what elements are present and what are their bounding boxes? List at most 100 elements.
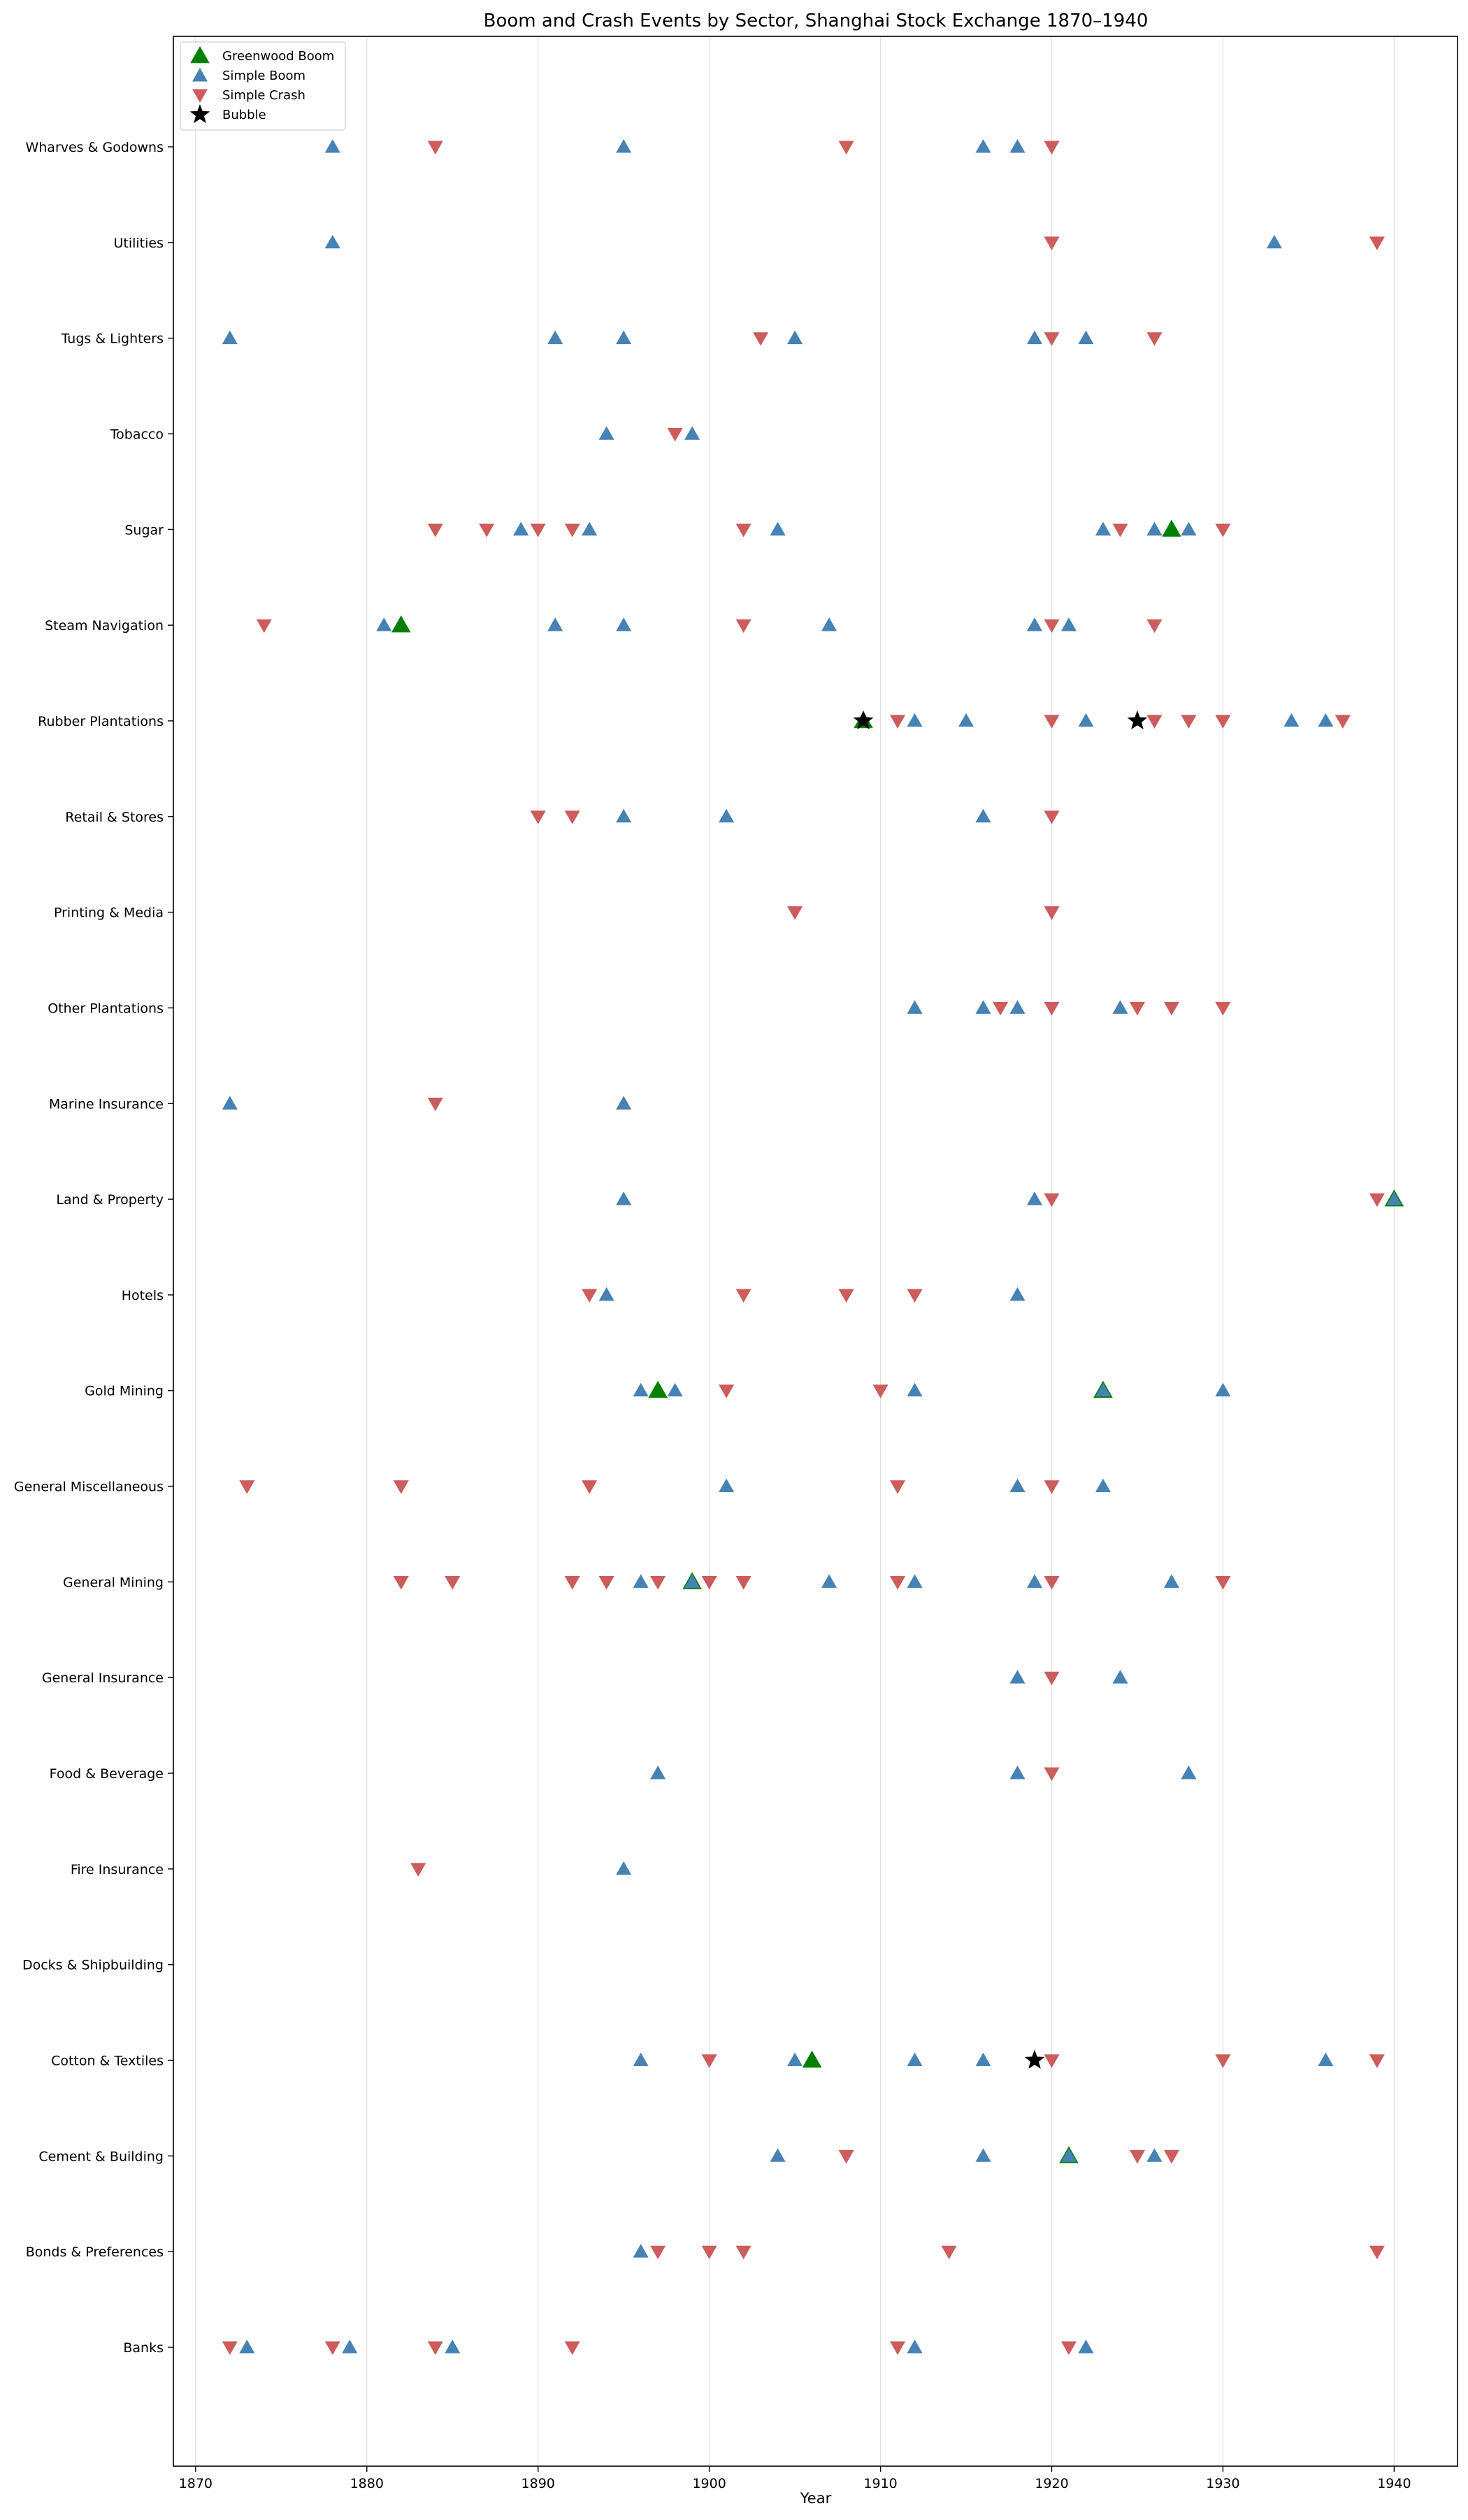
simple-boom-point — [1026, 617, 1043, 631]
simple-crash-point — [667, 428, 683, 442]
simple-boom-point — [513, 522, 529, 536]
simple-crash-point — [1060, 2341, 1077, 2355]
simple-crash-point — [890, 715, 906, 729]
x-tick-label: 1870 — [179, 2476, 213, 2491]
legend-marker-bubble — [189, 104, 210, 124]
greenwood-boom-point — [1162, 520, 1181, 537]
simple-boom-point — [770, 522, 786, 536]
simple-boom-point — [1095, 522, 1111, 536]
simple-boom-point — [222, 330, 238, 345]
simple-crash-point — [1215, 715, 1231, 729]
simple-crash-point — [1044, 906, 1060, 920]
simple-crash-point — [1044, 332, 1060, 346]
simple-boom-point — [547, 330, 563, 345]
simple-crash-point — [1146, 715, 1163, 729]
greenwood-boom-point — [648, 1380, 668, 1398]
simple-crash-point — [1044, 1193, 1060, 1208]
simple-crash-point — [427, 141, 443, 155]
x-tick-label: 1900 — [692, 2476, 726, 2491]
simple-crash-point — [1334, 715, 1351, 729]
simple-crash-point — [735, 1575, 751, 1590]
simple-boom-point — [770, 2148, 786, 2162]
series-bubble — [853, 710, 1148, 2069]
simple-boom-point — [616, 1096, 632, 1110]
simple-boom-point — [1215, 1382, 1231, 1397]
data-points — [222, 139, 1404, 2355]
chart-title: Boom and Crash Events by Sector, Shangha… — [484, 10, 1149, 31]
simple-crash-point — [564, 2341, 580, 2355]
simple-boom-point — [787, 2052, 803, 2066]
x-tick-label: 1880 — [350, 2476, 384, 2491]
simple-boom-point — [907, 1574, 923, 1588]
y-tick-label: Cotton & Textiles — [51, 2054, 164, 2069]
simple-boom-point — [616, 139, 632, 153]
simple-crash-point — [1146, 619, 1163, 633]
y-tick-label: Fire Insurance — [71, 1862, 164, 1877]
simple-boom-point — [1009, 1478, 1026, 1493]
simple-boom-point — [1181, 522, 1197, 536]
simple-crash-point — [1369, 2245, 1385, 2260]
simple-crash-point — [787, 906, 803, 920]
simple-crash-point — [445, 1575, 461, 1590]
plot-frame — [173, 36, 1458, 2467]
simple-crash-point — [1163, 2149, 1180, 2164]
simple-crash-point — [650, 2245, 666, 2260]
y-tick-label: Food & Beverage — [50, 1766, 164, 1782]
simple-crash-point — [1129, 1001, 1146, 1016]
simple-crash-point — [1044, 1480, 1060, 1494]
simple-boom-point — [616, 808, 632, 823]
greenwood-boom-point — [391, 615, 411, 633]
simple-crash-point — [1129, 2149, 1146, 2164]
simple-boom-point — [445, 2340, 461, 2354]
y-tick-label: Other Plantations — [48, 1001, 164, 1016]
y-tick-label: Marine Insurance — [49, 1096, 164, 1112]
simple-crash-point — [1215, 2054, 1231, 2068]
simple-boom-point — [1060, 2148, 1077, 2162]
simple-crash-point — [735, 523, 751, 538]
simple-boom-point — [821, 617, 837, 631]
legend-label: Greenwood Boom — [222, 49, 334, 64]
x-tick-label: 1890 — [521, 2476, 555, 2491]
simple-crash-point — [890, 1575, 906, 1590]
simple-boom-point — [598, 1287, 614, 1301]
simple-crash-point — [582, 1480, 598, 1494]
simple-boom-point — [684, 426, 700, 440]
series-simple-boom — [222, 139, 1402, 2354]
simple-boom-point — [376, 617, 392, 631]
simple-crash-point — [427, 2341, 443, 2355]
simple-crash-point — [1369, 236, 1385, 250]
simple-boom-point — [787, 330, 803, 345]
y-tick-label: Bonds & Preferences — [26, 2245, 164, 2260]
x-tick-label: 1920 — [1035, 2476, 1068, 2491]
simple-boom-point — [1163, 1574, 1180, 1588]
simple-boom-point — [1009, 1670, 1026, 1684]
simple-crash-point — [324, 2341, 340, 2355]
simple-crash-point — [650, 1575, 666, 1590]
simple-boom-point — [958, 713, 974, 727]
simple-boom-point — [1146, 522, 1163, 536]
simple-crash-point — [427, 1097, 443, 1112]
simple-boom-point — [1318, 713, 1334, 727]
simple-boom-point — [1078, 330, 1094, 345]
y-tick-label: Sugar — [124, 522, 164, 538]
simple-crash-point — [907, 1289, 923, 1303]
legend-label: Bubble — [222, 108, 266, 122]
y-tick-label: Utilities — [113, 236, 164, 251]
simple-crash-point — [1044, 619, 1060, 633]
simple-boom-point — [719, 808, 735, 823]
y-tick-label: Rubber Plantations — [38, 714, 164, 729]
simple-crash-point — [256, 619, 272, 633]
simple-boom-point — [821, 1574, 837, 1588]
legend-box — [180, 41, 346, 131]
simple-crash-point — [564, 1575, 580, 1590]
x-tick-label: 1940 — [1377, 2476, 1411, 2491]
simple-crash-point — [701, 2054, 717, 2068]
simple-boom-point — [547, 617, 563, 631]
simple-crash-point — [582, 1289, 598, 1303]
simple-boom-point — [907, 713, 923, 727]
simple-crash-point — [838, 2149, 854, 2164]
bubble-point — [853, 710, 874, 730]
simple-boom-point — [633, 2052, 649, 2066]
simple-boom-point — [975, 1000, 991, 1014]
simple-boom-point — [719, 1478, 735, 1493]
